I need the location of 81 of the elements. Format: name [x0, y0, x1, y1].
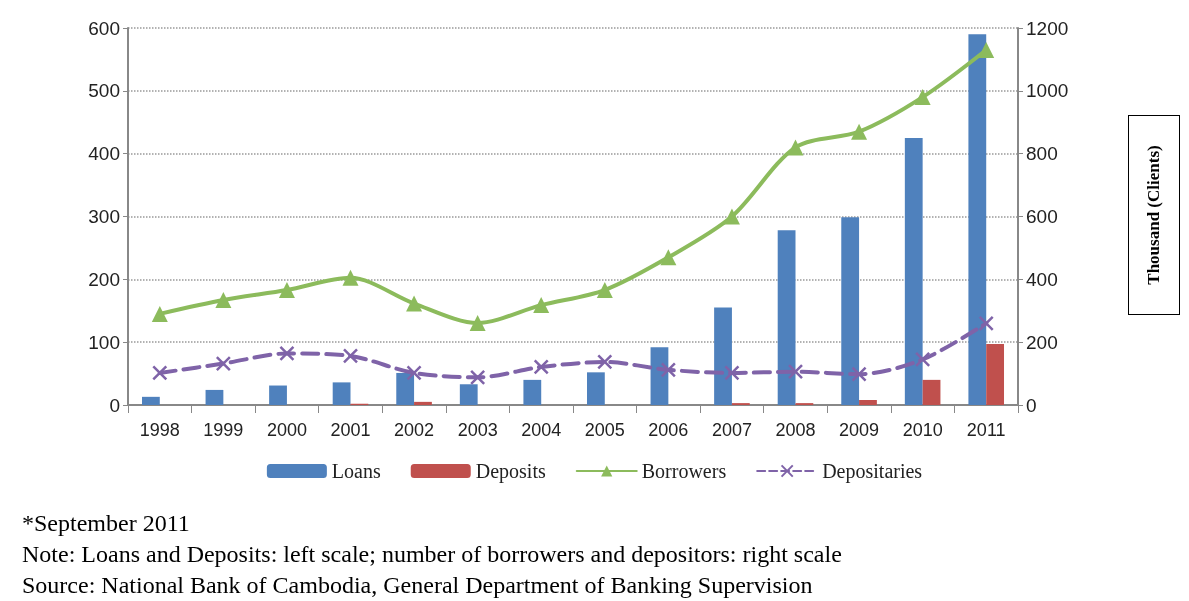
x-tick-label: 2003	[457, 420, 498, 440]
x-tick-label: 2006	[648, 420, 689, 440]
x-tick-label: 2009	[839, 420, 880, 440]
y-tick-label: 400	[88, 143, 120, 165]
y2-tick-label: 600	[1026, 206, 1058, 227]
point	[914, 89, 931, 106]
point	[914, 351, 931, 368]
point	[596, 282, 613, 299]
x-tick-label: 1998	[139, 420, 180, 440]
bar	[777, 230, 796, 405]
bar	[205, 389, 224, 405]
point	[279, 345, 295, 362]
point	[151, 305, 168, 322]
point	[152, 365, 168, 381]
x-tick-label: 2001	[330, 420, 371, 440]
y2-axis-title: Thousand (Clients)	[1144, 145, 1164, 285]
point	[723, 208, 740, 225]
bar	[714, 307, 732, 405]
point	[978, 315, 994, 332]
point	[406, 295, 423, 312]
bar	[904, 137, 923, 405]
point	[469, 315, 486, 331]
x-tick-label: 2011	[966, 420, 1006, 440]
x-tick-label: 1999	[203, 420, 244, 440]
point	[215, 292, 232, 309]
point	[597, 354, 613, 370]
y-tick-label: 300	[88, 206, 120, 227]
y-tick-label: 0	[109, 394, 120, 416]
y-tick-label: 200	[88, 268, 120, 290]
y2-tick-label: 400	[1026, 268, 1058, 290]
y2-tick-label: 800	[1026, 143, 1058, 165]
bar	[269, 385, 287, 405]
bar	[332, 382, 351, 405]
point	[851, 366, 867, 382]
x-tick-label: 2010	[902, 420, 943, 440]
point	[278, 282, 295, 299]
bar	[859, 399, 877, 405]
bar	[396, 372, 415, 405]
legend-label: Depositaries	[822, 460, 923, 483]
bar	[841, 217, 860, 405]
point	[533, 297, 550, 314]
y2-tick-label: 200	[1026, 331, 1058, 353]
point	[787, 139, 804, 156]
y2-tick-label: 1000	[1026, 80, 1069, 102]
point	[215, 355, 232, 372]
text: *September 2011	[22, 509, 191, 538]
point	[469, 369, 486, 386]
point	[406, 365, 422, 381]
point	[342, 269, 359, 286]
x-tick-label: 2005	[584, 420, 625, 440]
x-tick-label: 2008	[775, 420, 816, 440]
bar	[459, 384, 478, 405]
x-tick-label: 2000	[266, 420, 307, 440]
y-tick-label: 600	[88, 17, 120, 39]
bar	[986, 344, 1005, 405]
y2-tick-label: 0	[1026, 394, 1037, 416]
point	[660, 249, 677, 266]
legend-label: Loans	[331, 460, 381, 482]
text: Note: Loans and Deposits: left scale; number of borrowers and depositors: right scale	[22, 540, 842, 569]
point	[851, 123, 868, 140]
point	[978, 41, 995, 58]
legend-label: Borrowers	[641, 460, 727, 482]
legend-label: Deposits	[475, 460, 546, 483]
x-tick-label: 2002	[394, 420, 435, 440]
y-tick-label: 100	[88, 331, 120, 353]
x-tick-label: 2007	[711, 420, 752, 440]
point	[724, 365, 740, 381]
source-note: Source: National Bank of Cambodia, General Department of Banking Supervision	[22, 571, 814, 600]
point	[342, 348, 359, 364]
bar	[922, 379, 941, 405]
y2-tick-label: 1200	[1026, 17, 1069, 39]
bar	[414, 401, 432, 405]
point	[787, 363, 804, 380]
bar	[586, 372, 605, 405]
point	[660, 362, 677, 378]
point	[533, 359, 549, 375]
bar	[523, 379, 542, 405]
bar	[141, 396, 160, 405]
x-tick-label: 2004	[521, 420, 562, 440]
y-tick-label: 500	[88, 80, 120, 102]
bar	[968, 34, 987, 405]
